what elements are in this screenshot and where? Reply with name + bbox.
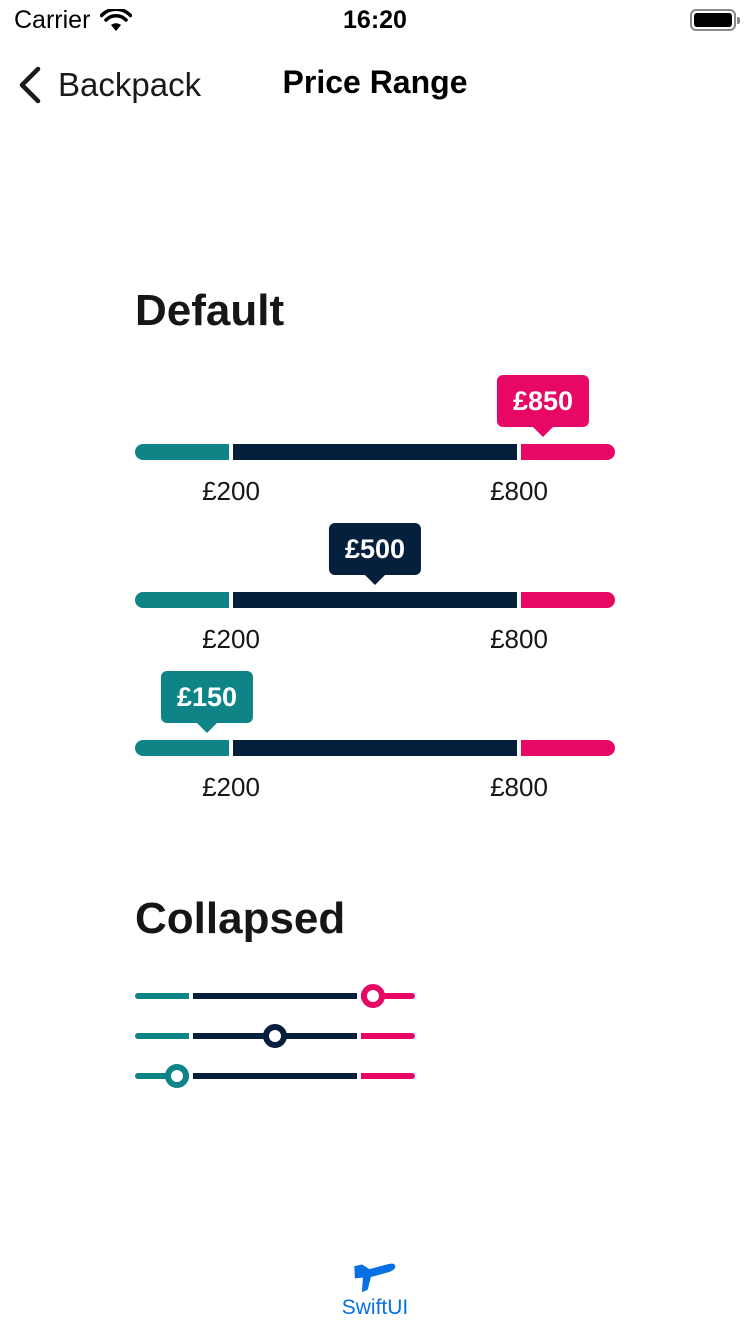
track-high-segment [521, 592, 615, 608]
track-mid-segment [233, 592, 517, 608]
airplane-icon [354, 1263, 396, 1292]
low-threshold-label: £200 [202, 624, 260, 654]
collapsed-slider-1[interactable] [135, 982, 415, 1010]
track-high-segment [521, 740, 615, 756]
bubble-pointer [531, 426, 554, 437]
collapsed-slider-2[interactable] [135, 1022, 415, 1050]
track-high-segment [361, 993, 415, 999]
track-low-segment [135, 993, 189, 999]
track-low-segment [135, 592, 229, 608]
slider-thumb[interactable] [165, 1064, 189, 1088]
track-high-segment [521, 444, 615, 460]
track-mid-segment [233, 444, 517, 460]
track-low-segment [135, 444, 229, 460]
collapsed-slider-3[interactable] [135, 1062, 415, 1090]
carrier-label: Carrier [14, 6, 91, 34]
price-bubble-2: £500 [328, 523, 422, 585]
back-button[interactable]: Backpack [14, 60, 201, 110]
status-bar: Carrier 16:20 [0, 0, 750, 40]
track-low-segment [135, 1033, 189, 1039]
track-mid-segment [193, 1073, 357, 1079]
high-threshold-label: £800 [490, 624, 548, 654]
back-button-label: Backpack [58, 66, 202, 103]
price-slider-3[interactable]: £200 £800 [135, 740, 615, 802]
slider-thumb[interactable] [361, 984, 385, 1008]
low-threshold-label: £200 [202, 772, 260, 802]
track-low-segment [135, 740, 229, 756]
collapsed-section-heading: Collapsed [135, 894, 346, 943]
slider-thumb[interactable] [263, 1024, 287, 1048]
track-high-segment [361, 1033, 415, 1039]
high-threshold-label: £800 [490, 772, 548, 802]
bubble-pointer [363, 574, 386, 585]
track-low-segment [135, 1073, 189, 1079]
track-mid-segment [233, 740, 517, 756]
battery-icon [690, 9, 740, 31]
high-threshold-label: £800 [490, 476, 548, 506]
price-bubble-1: £850 [496, 375, 590, 437]
price-slider-1[interactable]: £200 £800 [135, 444, 615, 506]
default-section-heading: Default [135, 286, 285, 335]
track-mid-segment [193, 993, 357, 999]
track-high-segment [361, 1073, 415, 1079]
price-slider-2[interactable]: £200 £800 [135, 592, 615, 654]
tab-swiftui[interactable]: SwiftUI [0, 1252, 750, 1320]
page-title: Price Range [282, 64, 468, 100]
tab-label: SwiftUI [341, 1296, 409, 1319]
bubble-pointer [195, 722, 218, 733]
low-threshold-label: £200 [202, 476, 260, 506]
price-bubble-3: £150 [160, 671, 254, 733]
chevron-left-icon [19, 66, 41, 104]
status-time: 16:20 [343, 6, 407, 34]
wifi-icon [100, 9, 132, 31]
